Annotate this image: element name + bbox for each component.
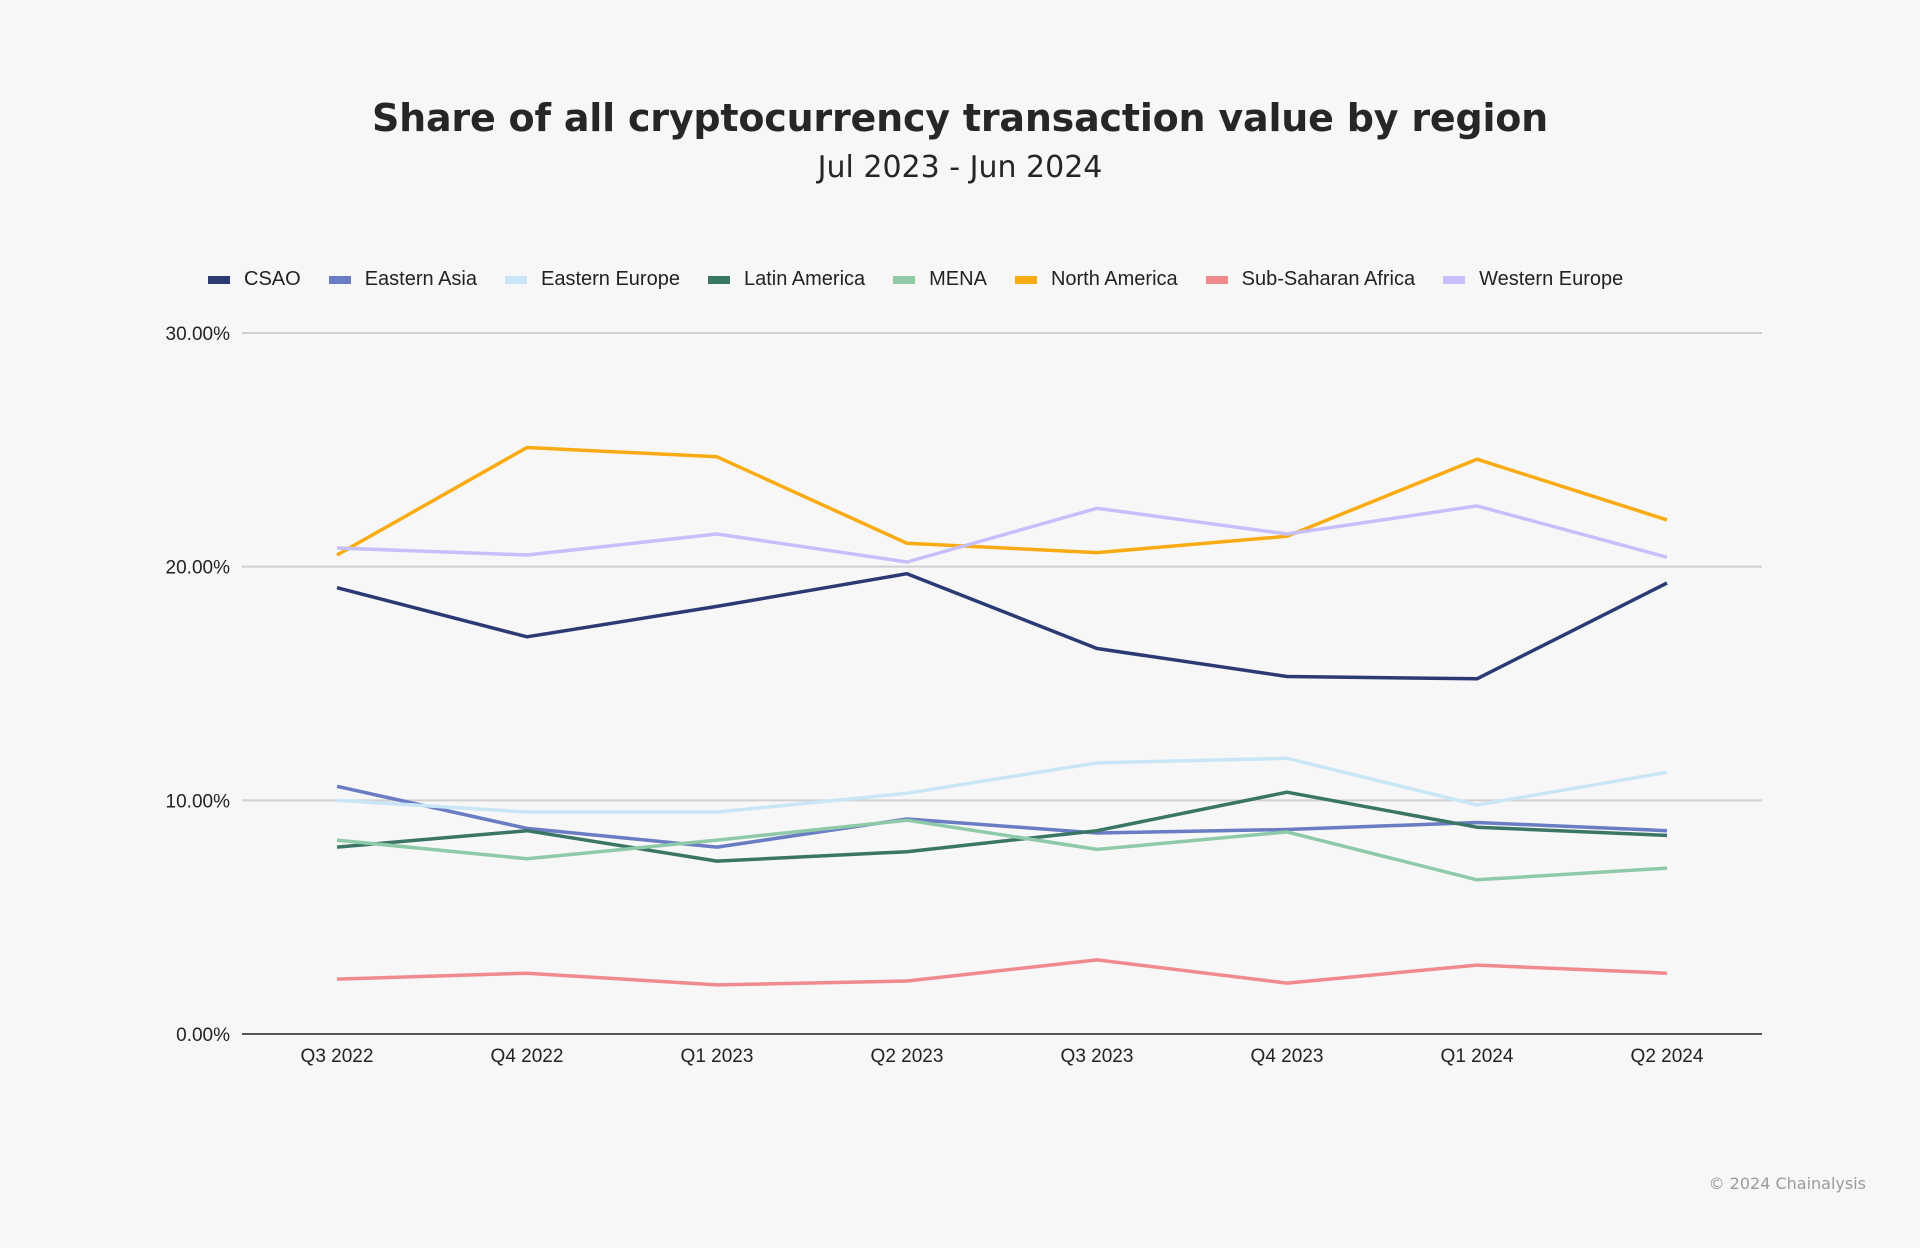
x-tick-label: Q1 2023 (681, 1046, 754, 1067)
legend-label: Eastern Asia (364, 268, 477, 290)
legend-swatch (707, 275, 730, 284)
legend-item: Eastern Europe (504, 268, 680, 291)
x-tick-label: Q1 2024 (1441, 1046, 1514, 1067)
legend-label: Eastern Europe (540, 268, 680, 290)
y-tick-label: 20.00% (166, 558, 231, 579)
x-tick-label: Q4 2023 (1251, 1046, 1324, 1067)
legend-swatch (893, 275, 916, 284)
chart-subtitle: Jul 2023 - Jun 2024 (817, 150, 1103, 185)
series-line-latin-america (336, 790, 1668, 863)
y-tick-label: 0.00% (176, 1025, 230, 1046)
series-lines (336, 445, 1668, 987)
copyright: © 2024 Chainalysis (1708, 1174, 1866, 1193)
legend-item: Sub-Saharan Africa (1205, 268, 1416, 291)
y-axis-ticks: 0.00% 10.00% 20.00% 30.00% (166, 324, 231, 1046)
legend-item: Latin America (707, 268, 866, 291)
series-line-western-europe (336, 504, 1668, 564)
series-line-sub-saharan-africa (336, 958, 1668, 987)
x-tick-label: Q2 2024 (1631, 1046, 1704, 1067)
legend-swatch (1443, 275, 1466, 284)
legend-swatch (1205, 275, 1228, 284)
legend-swatch (208, 275, 230, 284)
series-line-north-america (336, 445, 1668, 557)
series-line-eastern-asia (336, 784, 1668, 849)
legend-item: Eastern Asia (328, 268, 477, 291)
legend-label: North America (1050, 268, 1178, 290)
legend-swatch (1014, 275, 1037, 284)
legend-label: Sub-Saharan Africa (1241, 268, 1416, 290)
legend: CSAO Eastern Asia Eastern Europe Latin Amer… (208, 268, 1651, 291)
x-tick-label: Q3 2023 (1061, 1046, 1134, 1067)
x-tick-label: Q2 2023 (871, 1046, 944, 1067)
x-tick-label: Q4 2022 (491, 1046, 564, 1067)
y-tick-label: 30.00% (166, 324, 231, 345)
legend-item: North America (1014, 268, 1178, 291)
legend-label: MENA (929, 268, 987, 290)
chart-title: Share of all cryptocurrency transaction … (371, 96, 1549, 140)
legend-swatch (328, 275, 351, 284)
series-line-eastern-europe (336, 756, 1668, 814)
legend-item: MENA (893, 268, 987, 291)
legend-item: Western Europe (1443, 268, 1623, 291)
x-tick-label: Q3 2022 (301, 1046, 374, 1067)
legend-swatch (504, 275, 527, 284)
legend-label: CSAO (244, 268, 301, 290)
x-axis-ticks: Q3 2022 Q4 2022 Q1 2023 Q2 2023 Q3 2023 Q4 20… (301, 1046, 1704, 1067)
legend-label: Western Europe (1479, 268, 1624, 290)
legend-item: CSAO (208, 268, 301, 291)
gridlines (242, 332, 1762, 1035)
legend-label: Latin America (743, 268, 866, 290)
y-tick-label: 10.00% (166, 791, 231, 812)
series-line-mena (336, 818, 1668, 882)
series-line-csao (336, 571, 1668, 681)
